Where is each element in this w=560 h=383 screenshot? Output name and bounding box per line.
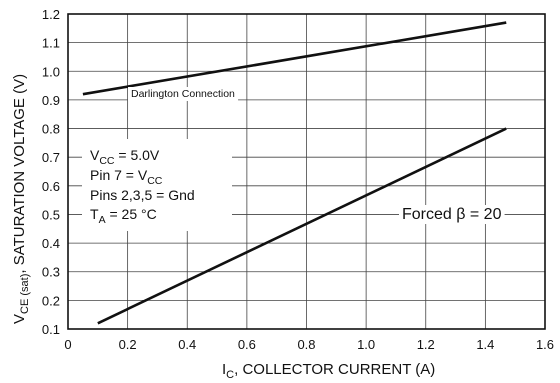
x-tick-label: 1.6 xyxy=(536,337,554,352)
series-line-2 xyxy=(97,127,507,325)
y-tick-label: 0.1 xyxy=(42,322,60,337)
x-axis-title: IC, COLLECTOR CURRENT (A) xyxy=(222,361,435,381)
x-tick-label: 1.4 xyxy=(476,337,494,352)
forced-beta-label: Forced β = 20 xyxy=(402,206,502,223)
y-axis-title: VCE (sat), SATURATION VOLTAGE (V) xyxy=(11,74,31,324)
x-tick-label: 0 xyxy=(64,337,71,352)
series-line-1 xyxy=(82,21,507,96)
series-lines xyxy=(82,21,507,325)
y-tick-label: 1.2 xyxy=(42,7,60,22)
conditions-background xyxy=(82,139,232,231)
darlington-connection-label: Darlington Connection xyxy=(131,88,235,100)
condition-line: Pin 7 = VCC xyxy=(90,167,163,187)
plot-frame xyxy=(67,13,546,330)
x-tick-label: 1.2 xyxy=(417,337,435,352)
x-tick-label: 0.2 xyxy=(119,337,137,352)
x-tick-label: 1.0 xyxy=(357,337,375,352)
label-background xyxy=(399,205,505,224)
y-tick-label: 0.2 xyxy=(42,293,60,308)
y-tick-label: 0.5 xyxy=(42,207,60,222)
condition-line: VCC = 5.0V xyxy=(90,147,160,167)
condition-line: TA = 25 °C xyxy=(90,206,157,226)
x-tick-label: 0.6 xyxy=(238,337,256,352)
y-tick-label: 0.6 xyxy=(42,179,60,194)
y-tick-label: 1.0 xyxy=(42,64,60,79)
condition-line: Pins 2,3,5 = Gnd xyxy=(90,187,195,203)
x-tick-label: 0.8 xyxy=(297,337,315,352)
x-tick-labels: 0 0.2 0.4 0.6 0.8 1.0 1.2 1.4 1.6 xyxy=(64,337,554,352)
y-tick-labels: 0.1 0.2 0.3 0.4 0.5 0.6 0.7 0.8 0.9 1.0 1.1 1.2 xyxy=(42,7,60,337)
y-tick-label: 0.4 xyxy=(42,236,60,251)
y-tick-label: 0.3 xyxy=(42,265,60,280)
y-tick-label: 0.9 xyxy=(42,93,60,108)
y-tick-label: 0.8 xyxy=(42,122,60,137)
x-tick-label: 0.4 xyxy=(178,337,196,352)
label-background xyxy=(128,87,239,101)
y-tick-label: 1.1 xyxy=(42,36,60,51)
y-tick-label: 0.7 xyxy=(42,150,60,165)
